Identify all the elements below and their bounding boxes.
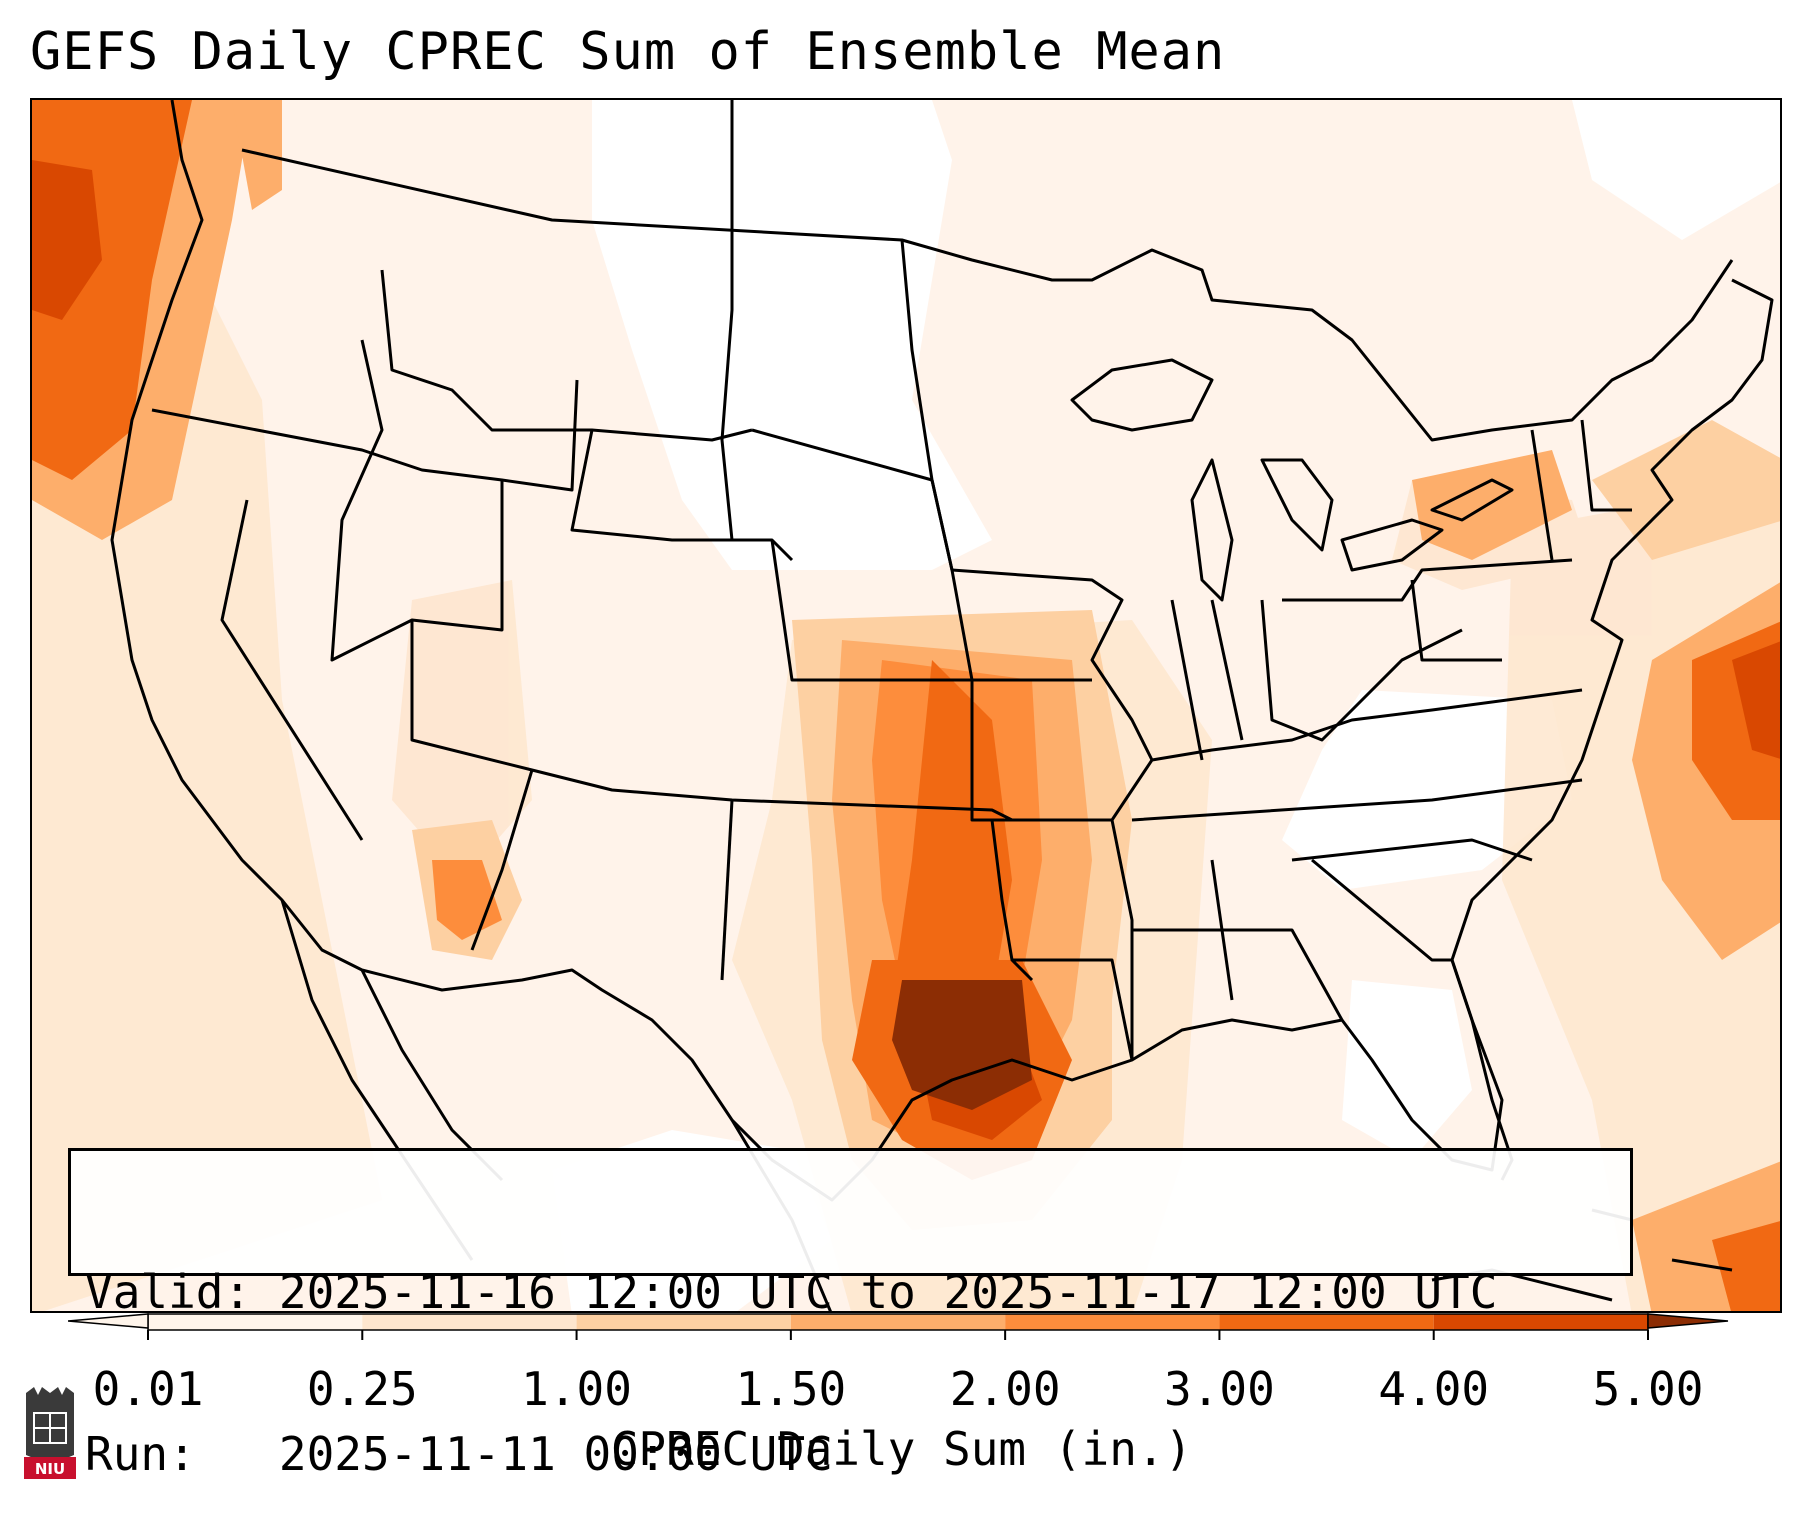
colorbar-segment <box>576 1314 791 1330</box>
run-line: Run: 2025-11-11 00:00 UTC <box>85 1427 1616 1481</box>
colorbar-tick-label: 3.00 <box>1164 1362 1275 1416</box>
colorbar-tick-label: 0.25 <box>306 1362 418 1416</box>
niu-logo: NIU <box>24 1387 76 1479</box>
colorbar-segment <box>1219 1314 1434 1330</box>
colorbar-segment <box>1433 1314 1648 1330</box>
texas-system-precip <box>792 610 1132 1230</box>
colorbar-segment <box>790 1314 1006 1330</box>
colorbar-min-extend <box>68 1313 149 1329</box>
colorbar-axis-label: CPREC Daily Sum (in.) <box>610 1422 1193 1476</box>
valid-line: Valid: 2025-11-16 12:00 UTC to 2025-11-1… <box>85 1265 1616 1319</box>
logo-banner <box>24 1457 76 1479</box>
run-label: Run: <box>85 1427 196 1481</box>
valid-label: Valid: <box>85 1265 252 1319</box>
pacific-nw-precip <box>32 100 282 540</box>
atlantic-precip <box>1592 420 1780 960</box>
colorbar-segment <box>148 1314 363 1330</box>
colorbar-max-extend <box>1647 1313 1729 1329</box>
new-york-precip <box>1412 450 1572 560</box>
valid-value: 2025-11-16 12:00 UTC to 2025-11-17 12:00… <box>278 1265 1498 1319</box>
chart-title: GEFS Daily CPREC Sum of Ensemble Mean <box>30 22 1226 82</box>
colorbar-segments <box>147 1313 1649 1331</box>
colorbar-tick-label: 2.00 <box>949 1362 1061 1416</box>
colorbar-tick-label: 1.00 <box>521 1362 632 1416</box>
logo-text: NIU <box>35 1460 65 1478</box>
run-value: 2025-11-11 00:00 UTC <box>278 1427 833 1481</box>
precip-map <box>30 98 1782 1313</box>
caribbean-precip <box>1632 1161 1780 1311</box>
colorbar-tick-label: 4.00 <box>1378 1362 1490 1416</box>
colorbar-ticks <box>147 1330 1649 1340</box>
map-canvas <box>32 100 1780 1311</box>
boundary-lines <box>110 100 1774 1311</box>
colorbar-tick-label: 5.00 <box>1592 1362 1704 1416</box>
colorbar-segment <box>362 1314 577 1330</box>
colorbar-tick-label: 1.50 <box>735 1362 847 1416</box>
colorbar <box>68 1313 1729 1340</box>
valid-run-info-box: Valid: 2025-11-16 12:00 UTC to 2025-11-1… <box>68 1148 1633 1481</box>
colorbar-segment <box>1005 1314 1220 1330</box>
colorbar-tick-label: 0.01 <box>92 1362 204 1416</box>
